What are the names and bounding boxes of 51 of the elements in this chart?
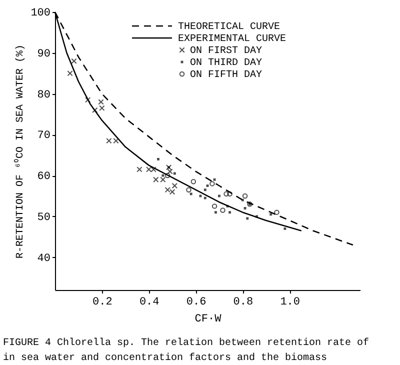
x-tick-label: 0.4 (139, 296, 160, 308)
text: in sea water and concentration factors and the biomass (3, 352, 328, 364)
point (92, 107, 98, 113)
point (167, 168, 173, 174)
point (220, 208, 226, 213)
point (162, 174, 164, 177)
point (284, 227, 286, 230)
point (190, 179, 196, 184)
point (190, 192, 192, 196)
x-axis-title: CF·W (194, 314, 222, 326)
point (164, 172, 170, 178)
legend-label: ON THIRD DAY (190, 58, 262, 69)
point (71, 58, 77, 64)
point (136, 166, 142, 172)
point (210, 181, 215, 186)
point (214, 211, 217, 214)
point (242, 193, 248, 199)
point (241, 198, 244, 202)
x-tick-label: 0.6 (186, 296, 206, 308)
y-tick-label: 40 (37, 252, 50, 265)
point (67, 70, 73, 76)
point (213, 178, 216, 181)
y-tick-label: 80 (37, 89, 50, 102)
legend-label: EXPERIMENTAL CURVE (178, 34, 286, 45)
point (274, 210, 280, 215)
y-tick-label: 50 (37, 212, 50, 224)
point (99, 105, 105, 111)
legend-label: THEORETICAL CURVE (178, 22, 280, 33)
legend-label: ON FIRST DAY (190, 46, 262, 57)
point (186, 187, 192, 192)
caption: FIGURE 4 Chlorella sp. The relation between retention rate of (3, 337, 370, 349)
point (204, 188, 206, 192)
point (199, 194, 202, 198)
point (212, 204, 218, 209)
point (246, 217, 249, 220)
point (85, 97, 91, 103)
y-tick-label: 90 (37, 48, 50, 60)
point (227, 191, 232, 197)
legend-label: ON FIFTH DAY (190, 70, 262, 81)
point (224, 191, 229, 197)
y-tick-label: 100 (30, 8, 50, 20)
x-tick-label: 0.2 (92, 296, 112, 308)
x-tick-label: 1.0 (280, 296, 300, 308)
x-tick-label: 0.8 (233, 296, 254, 308)
y-tick-label: 70 (37, 130, 50, 142)
y-tick-label: 60 (37, 171, 50, 184)
point (228, 211, 232, 214)
y-axis-title: R-RETENTION OF ⁶⁰CO IN SEA WATER (%) (14, 44, 27, 259)
point (270, 213, 272, 216)
point (172, 182, 178, 189)
point (98, 99, 104, 105)
